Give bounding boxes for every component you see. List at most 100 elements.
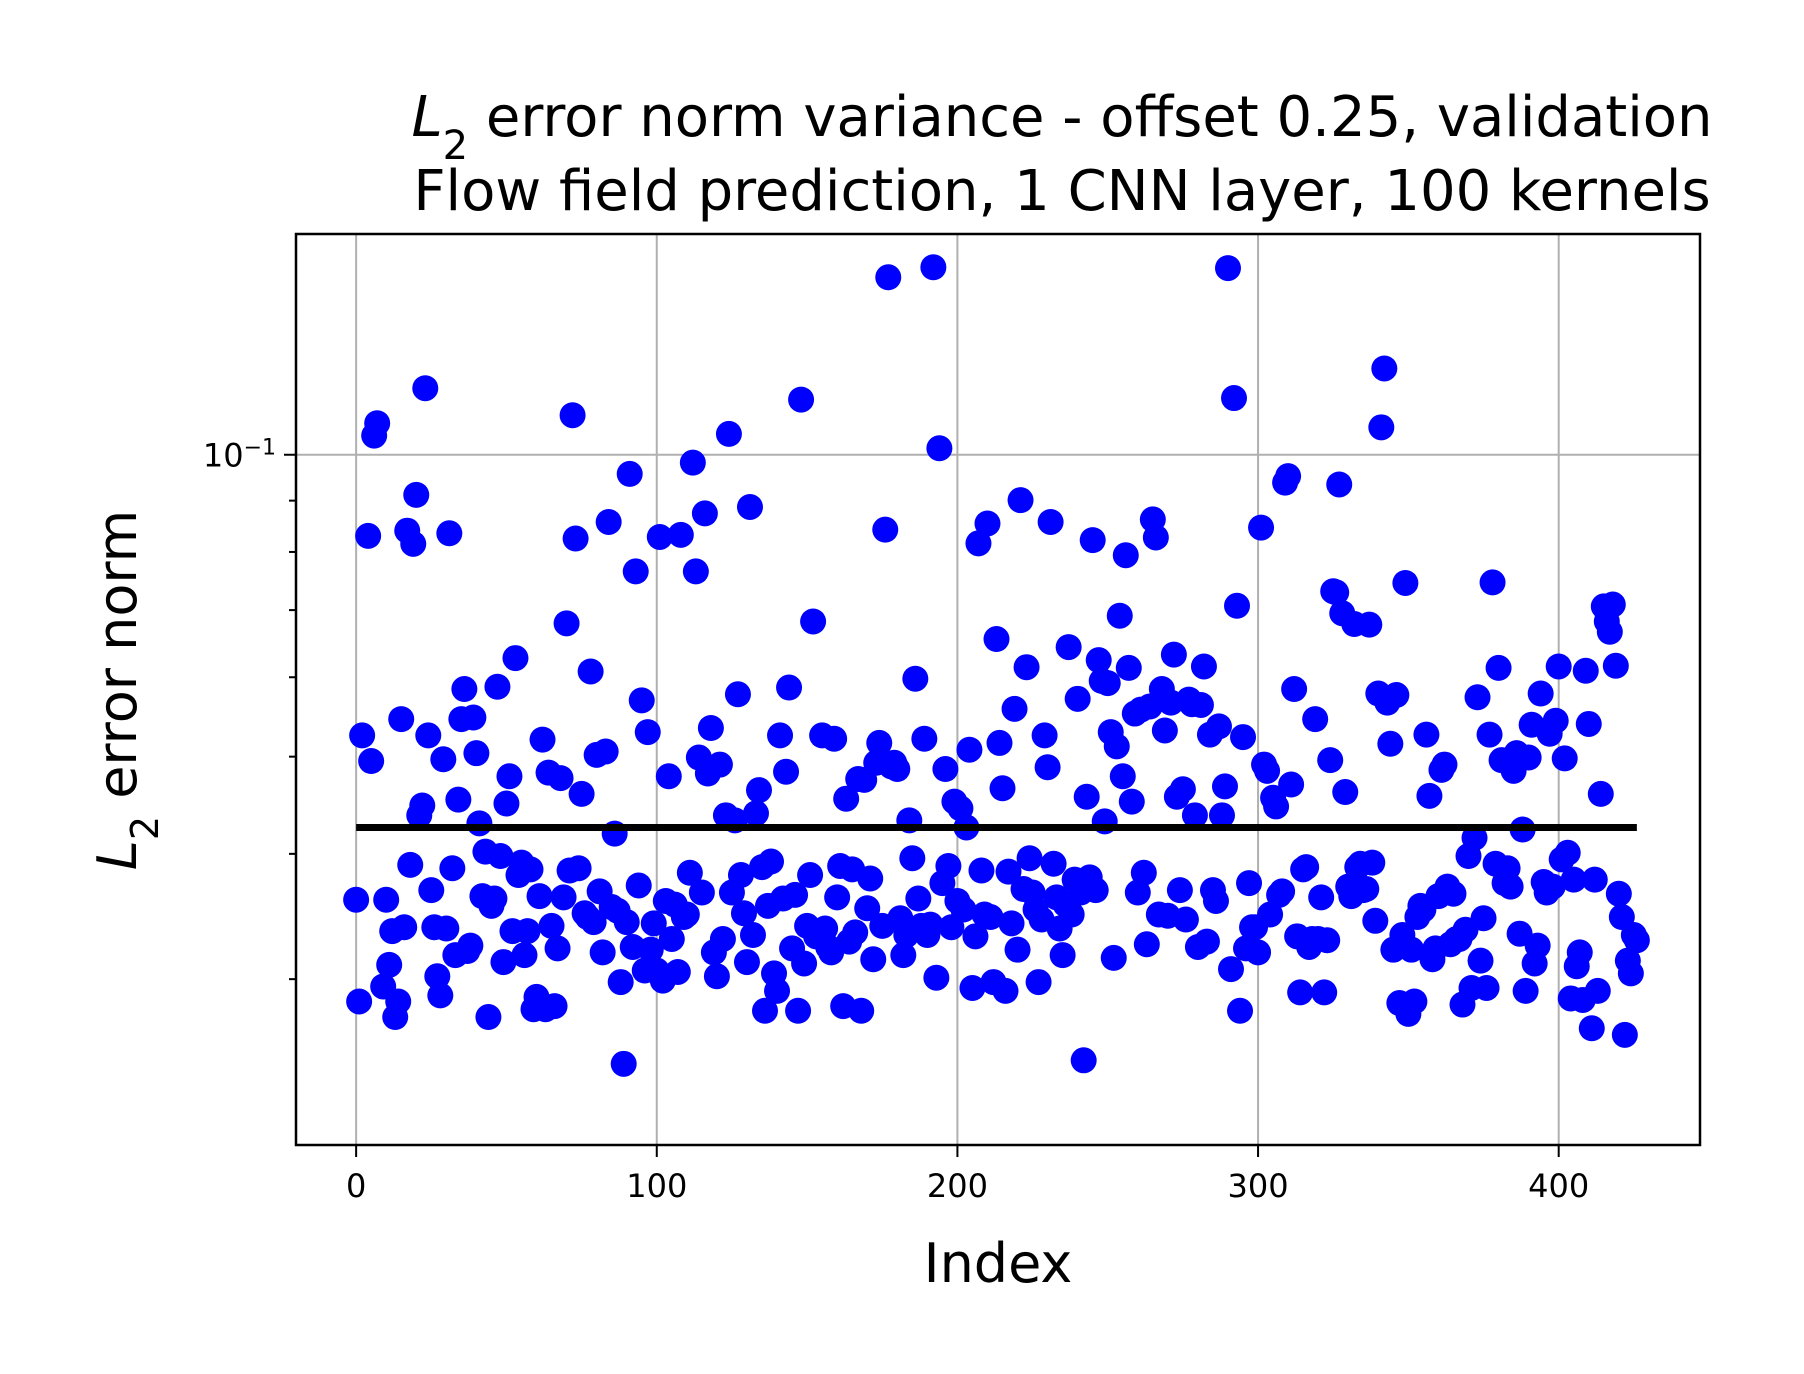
scatter-point bbox=[667, 521, 694, 548]
scatter-point bbox=[739, 922, 766, 949]
scatter-point bbox=[1055, 634, 1082, 661]
scatter-point bbox=[1214, 255, 1241, 282]
scatter-point bbox=[610, 1050, 637, 1077]
scatter-point bbox=[559, 402, 586, 429]
scatter-point bbox=[1467, 947, 1494, 974]
scatter-point bbox=[1470, 905, 1497, 932]
ylabel-l-subscript: 2 bbox=[123, 816, 167, 840]
scatter-point bbox=[1581, 866, 1608, 893]
scatter-point bbox=[1314, 927, 1341, 954]
scatter-point bbox=[640, 910, 667, 937]
scatter-point bbox=[466, 810, 493, 837]
scatter-point bbox=[1566, 939, 1593, 966]
scatter-point bbox=[385, 988, 412, 1015]
scatter-point bbox=[1058, 901, 1085, 928]
scatter-point bbox=[1356, 611, 1383, 638]
scatter-point bbox=[493, 790, 520, 817]
scatter-point bbox=[959, 974, 986, 1001]
scatter-point bbox=[484, 673, 511, 700]
scatter-point bbox=[709, 925, 736, 952]
scatter-point bbox=[544, 935, 571, 962]
scatter-point bbox=[658, 925, 685, 952]
scatter-point bbox=[475, 1004, 502, 1031]
scatter-point bbox=[1160, 641, 1187, 668]
scatter-point bbox=[1551, 745, 1578, 772]
title-l-subscript: 2 bbox=[443, 123, 468, 169]
scatter-point bbox=[1311, 979, 1338, 1006]
scatter-point bbox=[397, 851, 424, 878]
scatter-point bbox=[800, 608, 827, 635]
scatter-point bbox=[679, 449, 706, 476]
scatter-point bbox=[1004, 936, 1031, 963]
scatter-point bbox=[529, 726, 556, 753]
scatter-point bbox=[860, 946, 887, 973]
scatter-point bbox=[926, 435, 953, 462]
scatter-point bbox=[646, 523, 673, 550]
scatter-point bbox=[1308, 884, 1335, 911]
scatter-point bbox=[1217, 956, 1244, 983]
x-tick-label: 400 bbox=[1528, 1167, 1589, 1205]
scatter-point bbox=[1208, 802, 1235, 829]
scatter-point bbox=[1359, 849, 1386, 876]
scatter-point bbox=[403, 481, 430, 508]
scatter-point bbox=[833, 785, 860, 812]
scatter-point bbox=[1236, 870, 1263, 897]
scatter-point bbox=[1623, 927, 1650, 954]
scatter-point bbox=[1073, 783, 1100, 810]
scatter-point bbox=[577, 658, 604, 685]
scatter-point bbox=[920, 254, 947, 281]
scatter-point bbox=[1479, 569, 1506, 596]
scatter-point bbox=[1263, 793, 1290, 820]
scatter-point bbox=[526, 883, 553, 910]
scatter-point bbox=[767, 722, 794, 749]
scatter-point bbox=[655, 763, 682, 790]
scatter-point bbox=[547, 765, 574, 792]
scatter-point bbox=[965, 530, 992, 557]
scatter-point bbox=[821, 725, 848, 752]
scatter-point bbox=[1227, 997, 1254, 1024]
scatter-point bbox=[992, 977, 1019, 1004]
scatter-point bbox=[580, 909, 607, 936]
scatter-point bbox=[346, 988, 373, 1015]
scatter-point bbox=[637, 936, 664, 963]
scatter-point bbox=[733, 949, 760, 976]
scatter-point bbox=[415, 722, 442, 749]
scatter-point bbox=[1040, 850, 1067, 877]
scatter-point bbox=[1190, 653, 1217, 680]
scatter-point bbox=[1230, 724, 1257, 751]
scatter-point bbox=[854, 895, 881, 922]
scatter-point bbox=[349, 722, 376, 749]
scatter-point bbox=[1205, 713, 1232, 740]
scatter-point bbox=[439, 855, 466, 882]
scatter-point bbox=[496, 763, 523, 790]
scatter-point bbox=[1392, 569, 1419, 596]
scatter-point bbox=[673, 901, 700, 928]
scatter-point bbox=[1602, 652, 1629, 679]
scatter-point bbox=[1560, 866, 1587, 893]
scatter-point bbox=[1193, 928, 1220, 955]
scatter-point bbox=[562, 525, 589, 552]
scatter-point bbox=[1587, 780, 1614, 807]
scatter-point bbox=[487, 843, 514, 870]
scatter-point bbox=[782, 881, 809, 908]
scatter-point bbox=[1326, 471, 1353, 498]
scatter-point bbox=[742, 800, 769, 827]
scatter-point bbox=[857, 865, 884, 892]
scatter-point bbox=[773, 758, 800, 785]
scatter-point bbox=[797, 862, 824, 889]
ylabel-l-symbol: L bbox=[86, 840, 149, 870]
scatter-point bbox=[412, 375, 439, 402]
scatter-point bbox=[1187, 691, 1214, 718]
scatter-point bbox=[785, 997, 812, 1024]
scatter-point bbox=[1064, 685, 1091, 712]
scatter-point bbox=[1016, 845, 1043, 872]
scatter-point bbox=[1317, 747, 1344, 774]
scatter-point bbox=[788, 386, 815, 413]
scatter-point bbox=[1515, 744, 1542, 771]
scatter-point bbox=[1245, 939, 1272, 966]
scatter-point bbox=[1371, 355, 1398, 382]
scatter-point bbox=[1025, 969, 1052, 996]
scatter-point bbox=[824, 884, 851, 911]
scatter-point bbox=[364, 410, 391, 437]
scatter-point bbox=[1211, 773, 1238, 800]
